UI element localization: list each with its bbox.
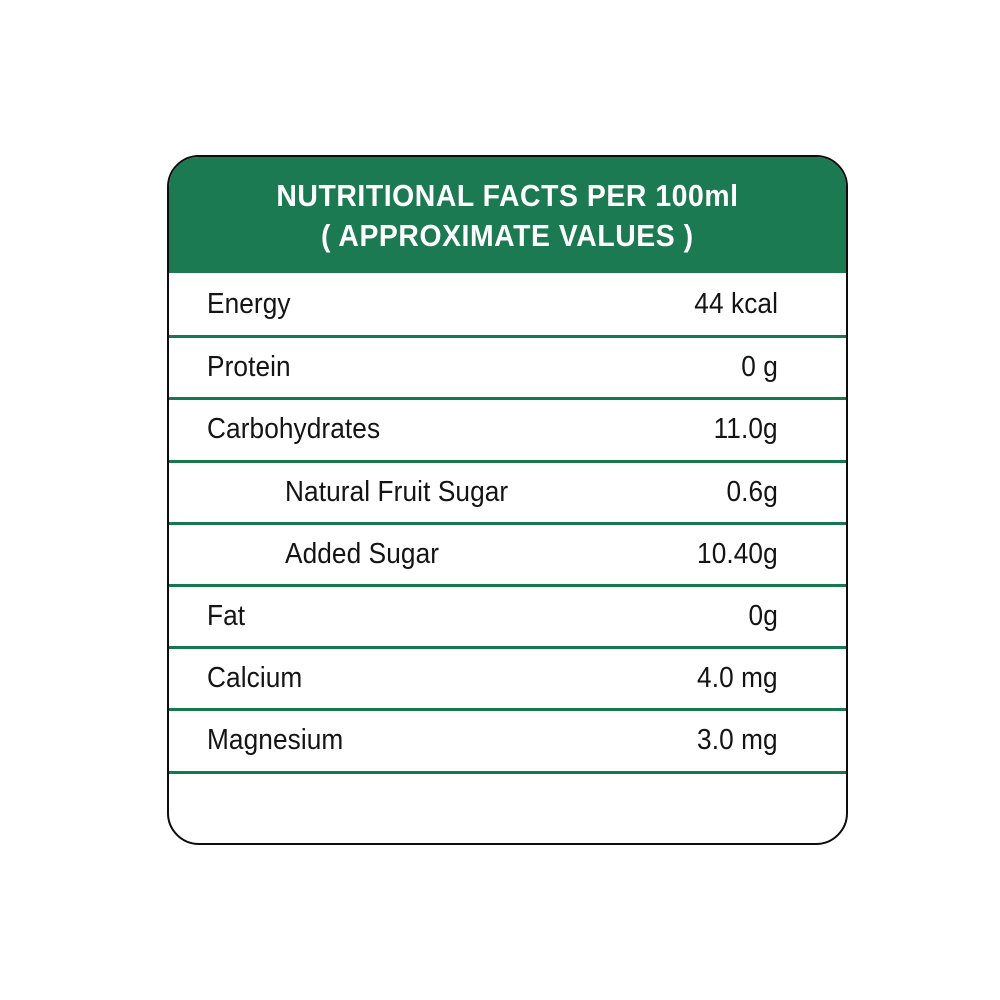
nutrient-label: Fat xyxy=(207,600,246,633)
nutrition-row: Natural Fruit Sugar 0.6g xyxy=(169,459,846,522)
nutrient-value: 0.6g xyxy=(726,475,778,508)
nutrition-row: Energy 44 kcal xyxy=(169,273,846,335)
nutrient-value: 4.0 mg xyxy=(697,662,778,695)
nutrient-value: 0 g xyxy=(741,351,778,384)
nutrition-row: Fat 0g xyxy=(169,583,846,646)
nutrient-value: 44 kcal xyxy=(694,287,778,320)
nutrient-label: Energy xyxy=(207,287,291,320)
nutrient-label: Carbohydrates xyxy=(207,413,381,446)
nutrient-value: 11.0g xyxy=(713,413,778,446)
header-title-line-1: NUTRITIONAL FACTS PER 100ml xyxy=(276,179,739,214)
nutrition-facts-card: NUTRITIONAL FACTS PER 100ml ( APPROXIMAT… xyxy=(167,155,848,845)
nutrient-label: Protein xyxy=(207,351,291,384)
nutrient-value: 0g xyxy=(748,600,778,633)
header-title-line-2: ( APPROXIMATE VALUES ) xyxy=(321,219,694,253)
nutrient-value: 3.0 mg xyxy=(697,724,778,757)
nutrient-label: Calcium xyxy=(207,662,303,695)
nutrient-label: Magnesium xyxy=(207,724,344,757)
nutrition-rows: Energy 44 kcal Protein 0 g Carbohydrates 11.0… xyxy=(169,273,846,843)
nutrition-row: Magnesium 3.0 mg xyxy=(169,708,846,770)
nutrition-row: Protein 0 g xyxy=(169,335,846,397)
nutrient-label: Natural Fruit Sugar xyxy=(285,475,509,508)
nutrient-label: Added Sugar xyxy=(285,537,440,570)
nutrition-row: Carbohydrates 11.0g xyxy=(169,397,846,459)
nutrition-row-blank xyxy=(169,770,846,843)
nutrition-row: Added Sugar 10.40g xyxy=(169,521,846,584)
nutrient-value: 10.40g xyxy=(697,537,778,570)
nutrition-row: Calcium 4.0 mg xyxy=(169,646,846,708)
nutrition-card-header: NUTRITIONAL FACTS PER 100ml ( APPROXIMAT… xyxy=(169,157,846,273)
